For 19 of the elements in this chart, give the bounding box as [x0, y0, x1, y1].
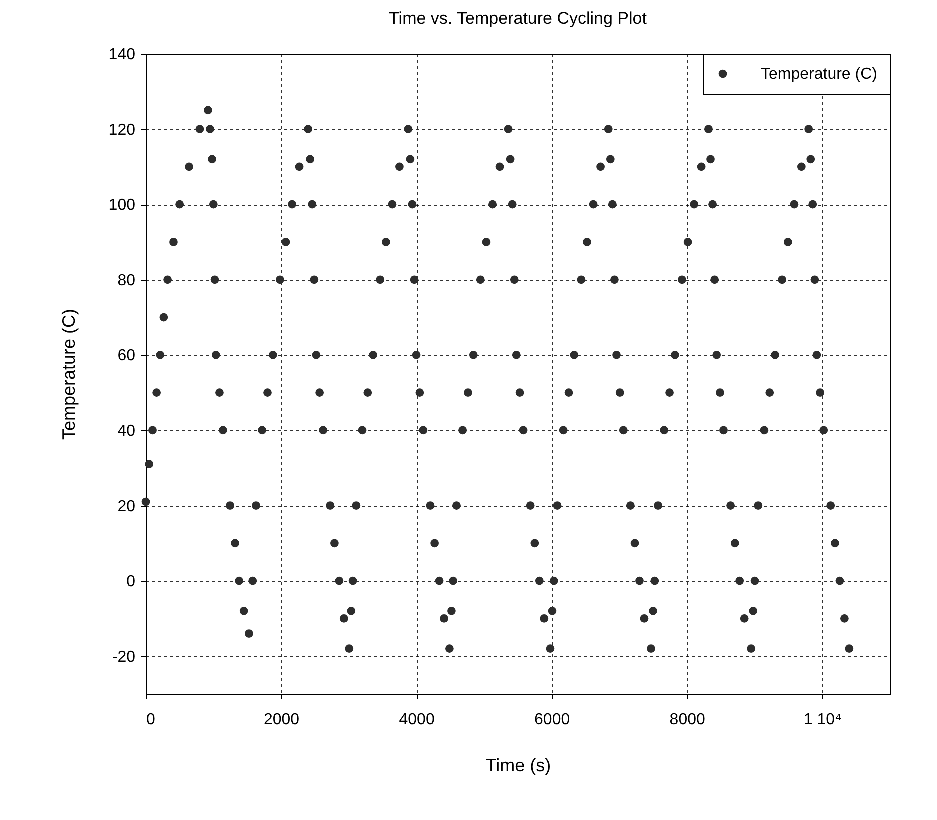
y-tick-label: 60 — [118, 348, 136, 365]
y-tick-label: -20 — [112, 648, 136, 666]
x-tick-label: 1 10⁴ — [804, 712, 842, 728]
x-tick-label: 0 — [146, 712, 156, 728]
x-tick-label: 8000 — [670, 712, 706, 728]
x-tick-label: 2000 — [264, 712, 300, 728]
x-tick-label: 6000 — [534, 712, 570, 728]
y-tick-label: 80 — [118, 272, 136, 290]
legend-label: Temperature (C) — [761, 66, 878, 83]
chart-title: Time vs. Temperature Cycling Plot — [389, 9, 648, 28]
y-tick-label: 40 — [118, 422, 136, 440]
y-axis-title: Temperature (C) — [58, 308, 79, 440]
x-axis-title: Time (s) — [486, 756, 552, 776]
y-tick-label: 0 — [126, 574, 136, 591]
y-tick-label: 20 — [118, 498, 136, 516]
y-tick-label: 140 — [108, 46, 136, 64]
x-tick-label: 4000 — [399, 712, 435, 728]
y-tick-label: 120 — [108, 122, 136, 139]
y-tick-label: 100 — [108, 197, 136, 214]
